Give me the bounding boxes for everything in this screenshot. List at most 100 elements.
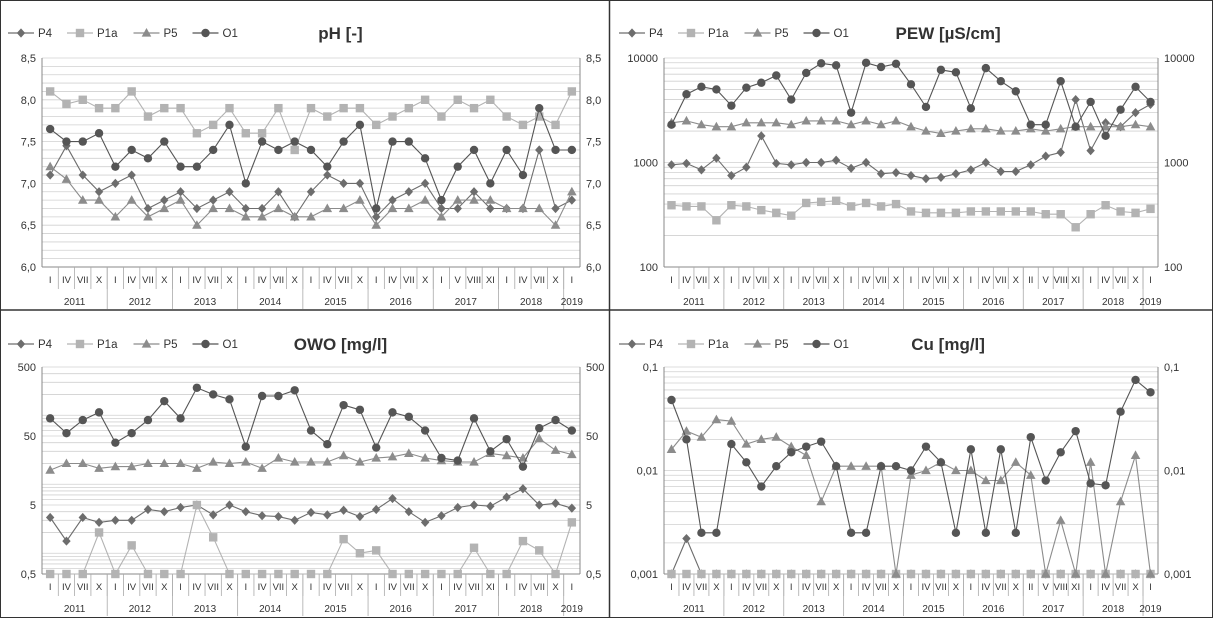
- data-point-p5: [741, 439, 752, 448]
- x-tick-label: I: [1149, 275, 1152, 286]
- data-point-p5: [966, 123, 976, 133]
- y-tick-label-right: 0,5: [586, 569, 601, 581]
- data-point-o1: [1101, 481, 1110, 490]
- data-point-p4: [306, 187, 316, 197]
- legend-label-o1: O1: [223, 339, 238, 351]
- x-tick-label: IV: [1101, 275, 1111, 286]
- data-point-p1a: [1056, 569, 1065, 579]
- y-tick-label-right: 8,5: [586, 53, 601, 65]
- x-year-label: 2017: [455, 604, 478, 615]
- data-point-p1a: [420, 95, 430, 104]
- data-point-p1a: [257, 569, 267, 579]
- x-tick-label: I: [1089, 582, 1092, 593]
- data-point-o1: [1041, 476, 1050, 485]
- data-point-o1: [1026, 120, 1035, 129]
- data-point-p5: [816, 115, 826, 125]
- data-point-p1a: [160, 569, 169, 579]
- data-point-o1: [372, 443, 381, 452]
- data-point-p1a: [62, 99, 71, 109]
- data-point-o1: [787, 95, 796, 104]
- x-year-label: 2011: [683, 297, 705, 308]
- x-year-label: 2012: [743, 604, 766, 615]
- x-tick-label: VII: [815, 582, 827, 593]
- data-point-p4: [486, 203, 495, 214]
- x-tick-label: X: [552, 275, 559, 286]
- x-tick-label: VII: [468, 582, 480, 593]
- data-point-p1a: [802, 198, 811, 208]
- data-point-p5: [175, 195, 186, 204]
- data-point-o1: [388, 137, 397, 146]
- data-point-p1a: [906, 569, 916, 579]
- series-line-p4: [670, 537, 1151, 575]
- data-point-p1a: [667, 569, 676, 579]
- data-point-o1: [241, 442, 250, 451]
- data-point-o1: [1071, 426, 1080, 436]
- data-point-p1a: [274, 569, 283, 579]
- data-point-p1a: [567, 87, 577, 96]
- legend-label-p5: P5: [164, 339, 178, 351]
- data-point-p5: [1040, 126, 1051, 135]
- data-point-p1a: [437, 112, 446, 121]
- data-point-o1: [1146, 97, 1155, 107]
- data-point-p1a: [339, 103, 348, 113]
- data-point-p5: [711, 121, 722, 131]
- x-tick-label: IV: [742, 582, 752, 593]
- data-point-p1a: [241, 569, 250, 579]
- data-point-p5: [891, 115, 901, 125]
- x-tick-label: I: [375, 582, 378, 593]
- data-point-p5: [501, 450, 512, 460]
- legend-label-p1a: P1a: [97, 339, 118, 351]
- data-point-o1: [290, 137, 299, 146]
- x-tick-label: X: [953, 275, 960, 286]
- data-point-p1a: [257, 129, 267, 138]
- legend-marker-p4: [16, 28, 26, 38]
- y-tick-label-left: 5: [30, 500, 36, 512]
- data-point-p4: [111, 515, 120, 525]
- x-tick-label: X: [773, 275, 780, 286]
- data-point-p1a: [966, 569, 976, 579]
- data-point-p1a: [712, 569, 721, 579]
- data-point-p4: [981, 157, 991, 168]
- legend-marker-p4: [627, 339, 637, 349]
- data-point-o1: [290, 386, 299, 395]
- data-point-p1a: [772, 208, 781, 218]
- data-point-p1a: [355, 549, 365, 558]
- y-tick-label-left: 8,0: [21, 95, 36, 107]
- data-point-p5: [240, 456, 251, 466]
- data-point-p1a: [742, 569, 751, 579]
- data-point-p1a: [891, 199, 901, 209]
- data-point-o1: [486, 447, 495, 456]
- data-point-p4: [667, 160, 676, 170]
- data-point-o1: [1116, 407, 1125, 416]
- data-point-o1: [404, 137, 414, 146]
- data-point-p5: [1010, 457, 1021, 466]
- data-point-p1a: [567, 518, 577, 527]
- data-point-p5: [143, 211, 153, 221]
- x-tick-label: I: [790, 582, 793, 593]
- data-point-o1: [742, 83, 751, 92]
- data-point-o1: [891, 59, 901, 69]
- x-year-label: 2017: [455, 297, 478, 308]
- x-tick-label: IV: [518, 582, 528, 593]
- data-point-p4: [208, 195, 218, 205]
- x-tick-label: IV: [802, 582, 812, 593]
- data-point-p5: [696, 119, 707, 129]
- data-point-p4: [404, 187, 414, 197]
- data-point-o1: [160, 396, 169, 406]
- x-tick-label: VII: [533, 275, 545, 286]
- data-point-p4: [143, 504, 153, 515]
- series-p1a: [667, 196, 1155, 232]
- series-p4: [667, 94, 1155, 184]
- data-point-o1: [192, 383, 202, 392]
- data-point-p4: [535, 145, 544, 155]
- data-point-p5: [567, 449, 577, 459]
- data-point-o1: [667, 395, 676, 405]
- data-point-p5: [518, 203, 528, 213]
- gridlines: [664, 57, 1158, 268]
- data-point-p4: [453, 502, 462, 513]
- data-point-p1a: [1116, 569, 1125, 579]
- legend-marker-p4: [627, 28, 637, 38]
- data-point-p5: [257, 463, 267, 472]
- data-point-p1a: [388, 569, 397, 579]
- data-point-o1: [323, 440, 332, 449]
